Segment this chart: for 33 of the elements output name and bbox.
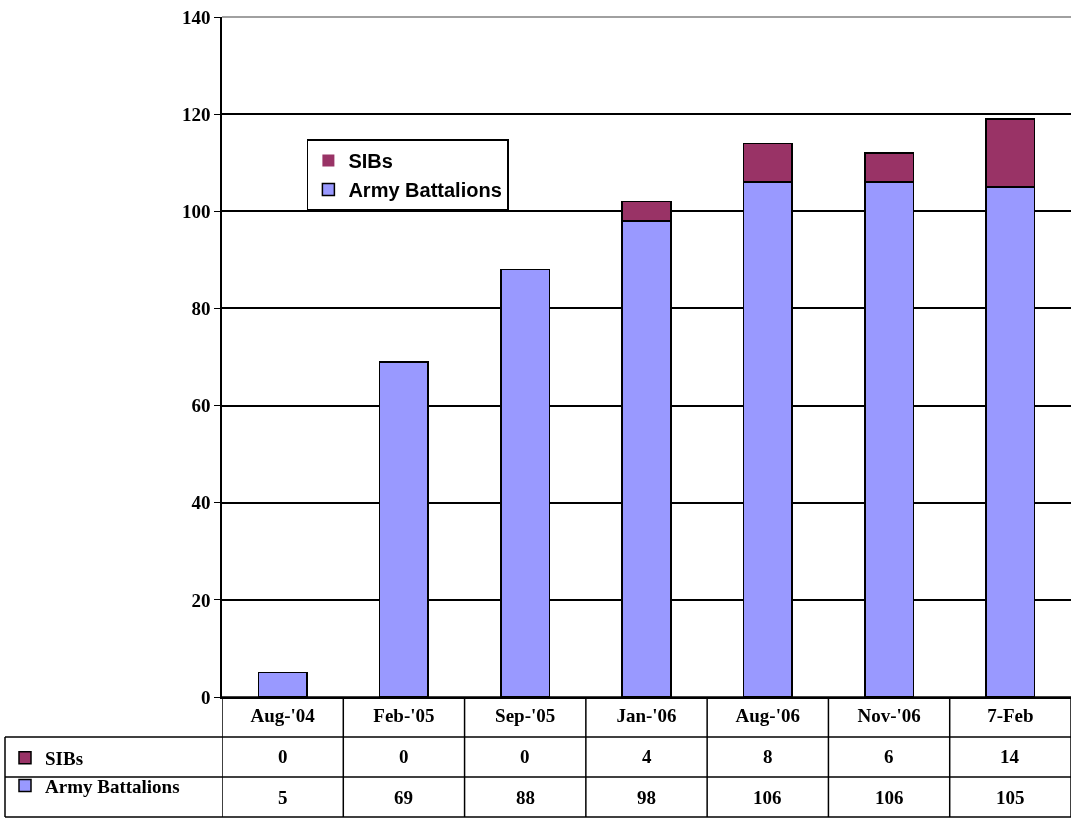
data-label: 105 (996, 787, 1025, 808)
y-tick-label: 40 (191, 492, 211, 514)
y-tick-label: 120 (181, 103, 211, 125)
y-tick-label: 60 (191, 395, 211, 417)
data-label: 0 (399, 746, 409, 767)
text: Army Battalions (45, 775, 180, 797)
data-label: 4 (642, 746, 652, 767)
data-label: 6 (884, 746, 894, 767)
legend-label: Army Battalions (348, 179, 502, 202)
data-label: 5 (278, 787, 288, 808)
data-label: 98 (637, 787, 656, 808)
x-tick-label: Aug-'04 (250, 704, 316, 726)
data-label: 0 (520, 746, 530, 767)
text: SIBs (45, 748, 84, 770)
data-label: 88 (516, 787, 535, 808)
y-tick-label: 140 (181, 6, 211, 28)
x-tick-label: Feb-'05 (373, 704, 435, 726)
x-tick-label: Aug-'06 (735, 704, 800, 726)
data-label: 106 (753, 787, 782, 808)
x-tick-label: Jan-'06 (616, 704, 677, 726)
x-tick-label: Nov-'06 (857, 704, 921, 726)
y-tick-label: 20 (191, 589, 211, 611)
legend-label: SIBs (348, 150, 393, 173)
data-label: 0 (278, 746, 288, 767)
data-label: 106 (875, 787, 904, 808)
y-tick-label: 100 (181, 200, 211, 222)
y-tick-label: 0 (200, 686, 211, 708)
data-label: 69 (394, 787, 413, 808)
data-label: 8 (763, 746, 773, 767)
y-tick-label: 80 (191, 298, 211, 320)
data-label: 14 (1000, 746, 1020, 767)
x-tick-label: Sep-'05 (495, 704, 556, 726)
x-tick-label: 7-Feb (987, 704, 1034, 726)
